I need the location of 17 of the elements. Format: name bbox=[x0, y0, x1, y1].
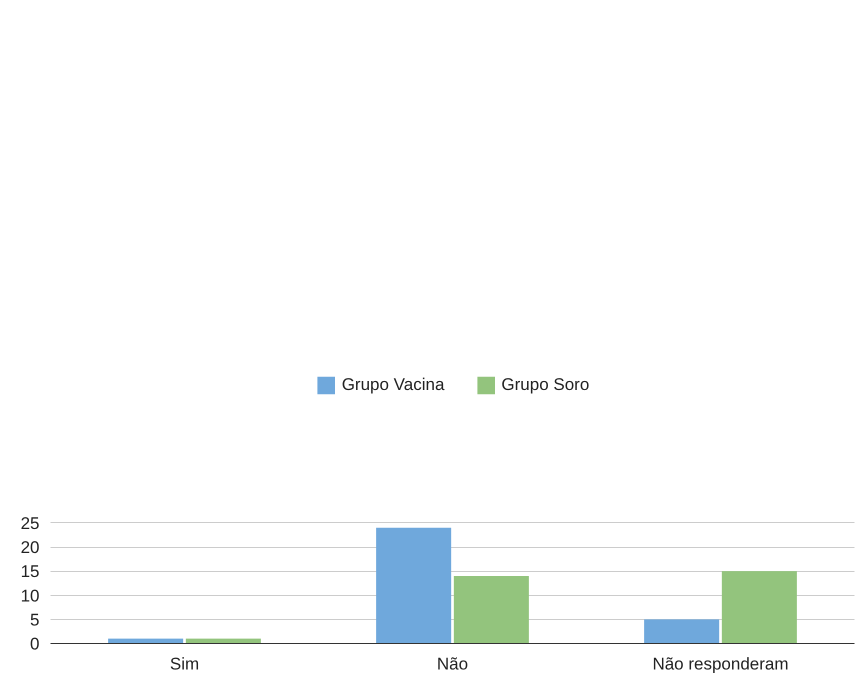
x-tick-label: Não bbox=[436, 654, 468, 674]
legend-label: Grupo Vacina bbox=[342, 374, 444, 394]
bar bbox=[108, 638, 184, 644]
y-tick-label: 0 bbox=[30, 634, 40, 654]
bar bbox=[376, 528, 452, 644]
bar bbox=[186, 638, 261, 644]
x-tick-label: Não responderam bbox=[652, 654, 789, 674]
bar bbox=[644, 619, 720, 644]
y-tick-label: 10 bbox=[20, 586, 40, 606]
y-tick-label: 25 bbox=[20, 514, 40, 533]
bar bbox=[722, 571, 797, 644]
legend-label: Grupo Soro bbox=[501, 374, 590, 394]
bar bbox=[454, 576, 529, 644]
y-tick-label: 20 bbox=[20, 538, 40, 558]
x-tick-label: Sim bbox=[170, 654, 200, 674]
y-tick-label: 5 bbox=[30, 610, 40, 630]
y-tick-label: 15 bbox=[20, 562, 40, 582]
